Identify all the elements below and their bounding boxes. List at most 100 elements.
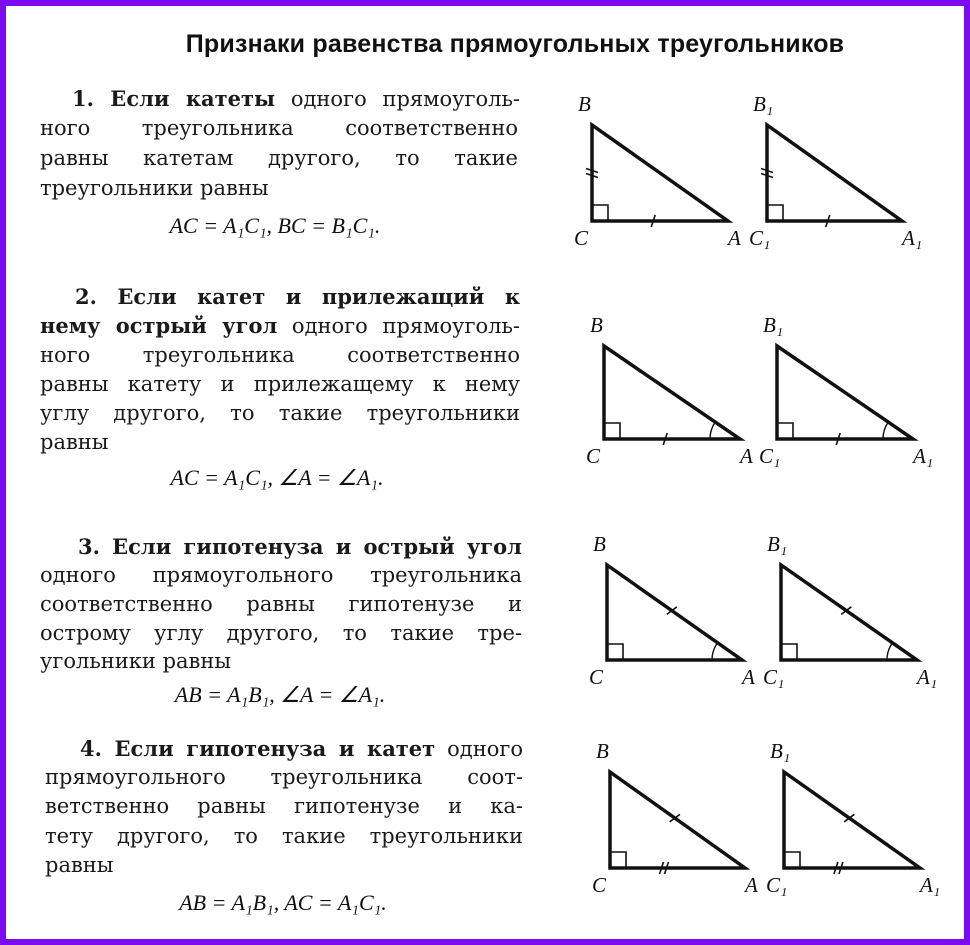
vertex-label-c: C <box>589 665 604 689</box>
criterion-text: углу другого, то такие треугольники <box>40 401 520 425</box>
vertex-label-a: A <box>745 873 758 897</box>
criterion-text: одного прямоуголь- <box>275 87 520 111</box>
vertex-label-c: C₁ <box>766 873 788 897</box>
equal-tick-mark <box>833 861 839 875</box>
text-line: равны катету и прилежащему к нему <box>40 372 520 400</box>
equal-tick-mark <box>663 861 670 875</box>
criterion-text: тету другого, то такие треугольники <box>45 824 523 848</box>
text-line: равны катетам другого, то такие <box>40 146 518 174</box>
text-line: 2. Если катет и прилежащий к <box>75 284 520 312</box>
equal-tick-mark <box>824 214 831 228</box>
text-line: ного треугольника соответственно <box>40 343 520 371</box>
criterion-heading: нему острый угол <box>40 313 278 338</box>
criterion-text: равны катетам другого, то такие <box>40 146 518 170</box>
criterion-text: острому углу другого, то такие тре- <box>40 621 522 645</box>
criterion-text: соответственно равны гипотенузе и <box>40 592 522 616</box>
right-angle-mark <box>604 422 621 439</box>
vertex-label-b: B₁ <box>770 739 791 763</box>
text-line: прямоугольного треугольника соот- <box>45 765 523 793</box>
equal-tick-mark <box>662 432 668 446</box>
text-line: 1. Если катеты одного прямоуголь- <box>72 86 520 114</box>
right-angle-mark <box>781 643 798 660</box>
angle-arc-mark <box>886 642 893 661</box>
vertex-label-a: A₁ <box>902 226 923 250</box>
criterion-formula: AC = A₁C₁, ∠A = ∠A₁. <box>170 465 384 490</box>
right-angle-mark <box>777 422 794 439</box>
vertex-label-b: B <box>593 532 606 556</box>
vertex-label-c: C₁ <box>763 665 785 689</box>
right-triangle <box>765 121 908 223</box>
equal-tick-mark <box>840 606 852 616</box>
criterion-text: прямоугольного треугольника соот- <box>45 765 523 789</box>
criterion-text: равны <box>40 430 109 454</box>
text-line: равны <box>45 853 114 881</box>
angle-arc-mark <box>711 642 719 661</box>
right-triangle <box>782 768 926 870</box>
vertex-label-b: B <box>596 739 609 763</box>
text-line: 3. Если гипотенуза и острый угол <box>78 534 522 562</box>
text-line: ного треугольника соответственно <box>40 116 518 144</box>
vertex-label-b: B₁ <box>763 313 784 337</box>
criterion-formula: AC = A₁C₁, BC = B₁C₁. <box>169 213 381 238</box>
criterion-heading: 4. Если гипотенуза и катет <box>80 736 436 761</box>
text-line: равны <box>40 430 109 458</box>
right-angle-mark <box>610 851 627 868</box>
equal-tick-mark <box>658 861 665 875</box>
vertex-label-a: A₁ <box>920 873 941 897</box>
vertex-label-a: A <box>742 665 755 689</box>
equal-tick-mark <box>760 167 774 174</box>
vertex-label-c: C₁ <box>749 226 771 250</box>
criterion-text: одного прямоуголь- <box>277 314 520 338</box>
angle-arc-mark <box>882 421 889 440</box>
text-line: треугольники равны <box>40 176 269 204</box>
equal-tick-mark <box>760 172 774 179</box>
right-triangle <box>602 342 746 441</box>
vertex-label-b: B <box>578 92 591 116</box>
criterion-text: одного прямоугольного треугольника <box>40 563 522 587</box>
angle-arc-mark <box>709 421 716 440</box>
text-line: тету другого, то такие треугольники <box>45 824 523 852</box>
vertex-label-b: B <box>590 313 603 337</box>
criterion-heading: 3. Если гипотенуза и острый угол <box>78 534 522 559</box>
vertex-label-b: B₁ <box>767 532 788 556</box>
right-triangle <box>608 768 751 870</box>
text-line: угольники равны <box>40 649 231 677</box>
text-line: острому углу другого, то такие тре- <box>40 621 522 649</box>
equal-tick-mark <box>666 606 678 615</box>
page-title: Признаки равенства прямоугольных треугол… <box>185 30 845 58</box>
vertex-label-a: A₁ <box>913 444 934 468</box>
criterion-heading: 2. Если катет и прилежащий к <box>75 284 520 309</box>
vertex-label-c: C <box>574 226 589 250</box>
text-line: углу другого, то такие треугольники <box>40 401 520 429</box>
criterion-text: ветственно равны гипотенузе и ка- <box>45 794 523 818</box>
right-angle-mark <box>607 643 624 660</box>
criterion-formula: AB = A₁B₁, AC = A₁C₁. <box>179 890 387 915</box>
right-triangle <box>775 342 919 441</box>
criterion-text: равны катету и прилежащему к нему <box>40 372 520 396</box>
criterion-text: ного треугольника соответственно <box>40 343 520 367</box>
criterion-heading: 1. Если катеты <box>72 86 276 111</box>
vertex-label-a: A <box>728 226 741 250</box>
equal-tick-mark <box>669 813 681 823</box>
text-line: нему острый угол одного прямоуголь- <box>40 313 520 341</box>
vertex-label-a: A <box>740 444 753 468</box>
text-line: одного прямоугольного треугольника <box>40 563 522 591</box>
text-line: соответственно равны гипотенузе и <box>40 592 522 620</box>
vertex-label-b: B₁ <box>753 92 774 116</box>
criterion-formula: AB = A₁B₁, ∠A = ∠A₁. <box>174 682 386 707</box>
text-line: 4. Если гипотенуза и катет одного <box>80 736 523 764</box>
criterion-text: угольники равны <box>40 649 232 673</box>
criterion-text: треугольники равны <box>40 176 269 200</box>
equal-tick-mark <box>838 861 844 875</box>
criterion-text: ного треугольника соответственно <box>40 116 518 140</box>
criterion-text: одного <box>435 737 523 761</box>
vertex-label-c: C₁ <box>759 444 781 468</box>
text-line: ветственно равны гипотенузе и ка- <box>45 794 523 822</box>
equal-tick-mark <box>585 172 599 179</box>
vertex-label-c: C <box>586 444 601 468</box>
right-triangle <box>590 121 734 223</box>
right-triangle <box>779 561 923 662</box>
equal-tick-mark <box>835 432 841 446</box>
